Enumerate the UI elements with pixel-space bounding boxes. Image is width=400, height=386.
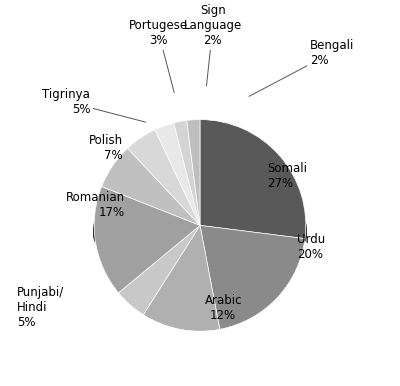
Text: Polish
7%: Polish 7% [88,134,122,162]
Text: Somali
27%: Somali 27% [267,163,307,190]
Ellipse shape [94,207,306,265]
Wedge shape [200,225,305,329]
Ellipse shape [94,201,306,260]
Text: Urdu
20%: Urdu 20% [297,233,325,261]
Ellipse shape [94,204,306,262]
Text: Tigrinya
5%: Tigrinya 5% [42,88,146,122]
Ellipse shape [94,198,306,256]
Ellipse shape [94,198,306,256]
Text: Romanian
17%: Romanian 17% [66,191,125,219]
Ellipse shape [94,200,306,258]
Ellipse shape [94,197,306,255]
Wedge shape [200,120,306,239]
Wedge shape [102,148,200,225]
Ellipse shape [94,206,306,264]
Wedge shape [94,186,200,293]
Ellipse shape [94,207,306,266]
Ellipse shape [94,203,306,262]
Text: Sign
Language
2%: Sign Language 2% [184,4,242,86]
Wedge shape [155,123,200,225]
Ellipse shape [94,202,306,260]
Wedge shape [143,225,220,331]
Wedge shape [118,225,200,315]
Ellipse shape [94,208,306,266]
Ellipse shape [94,199,306,257]
Ellipse shape [94,205,306,263]
Text: Portugese
3%: Portugese 3% [129,19,188,93]
Text: Arabic
12%: Arabic 12% [204,294,242,322]
Wedge shape [174,120,200,225]
Wedge shape [187,120,200,225]
Ellipse shape [94,201,306,259]
Ellipse shape [94,203,306,261]
Ellipse shape [94,205,306,264]
Text: Bengali
2%: Bengali 2% [249,39,354,96]
Ellipse shape [94,200,306,258]
Text: Punjabi/
Hindi
5%: Punjabi/ Hindi 5% [17,286,64,330]
Wedge shape [128,130,200,225]
Ellipse shape [94,196,306,254]
